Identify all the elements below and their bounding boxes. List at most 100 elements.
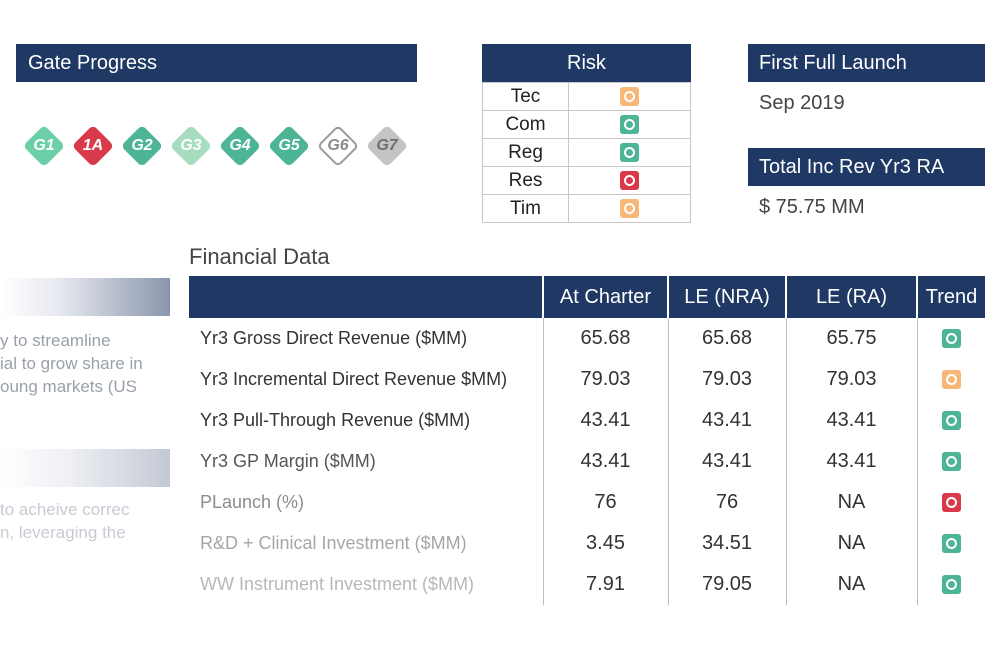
at-charter-value: 43.41 <box>542 441 668 482</box>
risk-name: Tec <box>482 82 569 111</box>
at-charter-value: 65.68 <box>542 318 668 359</box>
le-nra-value: 43.41 <box>667 400 786 441</box>
financial-title: Financial Data <box>189 244 330 269</box>
table-row: PLaunch (%) 76 76 NA <box>189 482 985 523</box>
le-ra-value: NA <box>785 523 917 564</box>
left-panel-line: ial to grow share in <box>0 354 143 373</box>
le-nra-value: 43.41 <box>667 441 786 482</box>
trend-indicator-icon <box>941 411 961 431</box>
trend-indicator-icon <box>941 329 961 349</box>
le-ra-value: 65.75 <box>785 318 917 359</box>
left-panel-text: y to streamline ial to grow share in oun… <box>0 329 175 398</box>
risk-row: Res <box>482 166 691 195</box>
risk-name: Tim <box>482 194 569 223</box>
left-panel-text: to acheive correc n, leveraging the <box>0 498 175 544</box>
trend-indicator-icon <box>941 575 961 595</box>
column-header: LE (RA) <box>785 276 917 318</box>
gate-label: G6 <box>327 137 349 154</box>
revenue-header: Total Inc Rev Yr3 RA <box>748 148 985 186</box>
status-indicator-icon <box>620 170 639 190</box>
financial-table: At Charter LE (NRA) LE (RA) Trend Yr3 Gr… <box>189 276 985 605</box>
status-indicator-icon <box>620 86 639 106</box>
table-row: R&D + Clinical Investment ($MM) 3.45 34.… <box>189 523 985 564</box>
launch-header: First Full Launch <box>748 44 985 82</box>
gate-g1[interactable]: G1 <box>22 124 66 168</box>
gate-label: 1A <box>82 137 104 154</box>
at-charter-value: 7.91 <box>542 564 668 605</box>
gate-progress-title: Gate Progress <box>28 51 157 74</box>
gate-g5[interactable]: G5 <box>267 124 311 168</box>
le-ra-value: 79.03 <box>785 359 917 400</box>
launch-title: First Full Launch <box>759 51 907 74</box>
risk-name: Com <box>482 110 569 139</box>
at-charter-value: 79.03 <box>542 359 668 400</box>
gate-label: G5 <box>278 137 300 154</box>
trend-indicator-icon <box>941 534 961 554</box>
risk-name: Res <box>482 166 569 195</box>
column-header: LE (NRA) <box>667 276 786 318</box>
gate-g7[interactable]: G7 <box>365 124 409 168</box>
metric-name: WW Instrument Investment ($MM) <box>200 574 475 594</box>
metric-name: Yr3 Gross Direct Revenue ($MM) <box>200 328 468 348</box>
table-row: Yr3 Pull-Through Revenue ($MM) 43.41 43.… <box>189 400 985 441</box>
column-header: At Charter <box>542 276 668 318</box>
gate-label: G4 <box>229 137 251 154</box>
status-indicator-icon <box>620 114 639 134</box>
risk-row: Reg <box>482 138 691 167</box>
le-ra-value: 43.41 <box>785 441 917 482</box>
status-indicator-icon <box>620 198 639 218</box>
risk-title: Risk <box>567 51 606 74</box>
gate-1a[interactable]: 1A <box>71 124 115 168</box>
gate-label: G2 <box>131 137 153 154</box>
risk-row: Tec <box>482 82 691 111</box>
risk-header: Risk <box>482 44 691 82</box>
left-panel-line: y to streamline <box>0 331 111 350</box>
launch-value: Sep 2019 <box>759 92 845 114</box>
trend-indicator-icon <box>941 370 961 390</box>
metric-name: R&D + Clinical Investment ($MM) <box>200 533 467 553</box>
metric-name: PLaunch (%) <box>200 492 305 512</box>
gate-label: G7 <box>376 137 398 154</box>
trend-indicator-icon <box>941 493 961 513</box>
at-charter-value: 3.45 <box>542 523 668 564</box>
risk-row: Com <box>482 110 691 139</box>
left-panel-line: n, leveraging the <box>0 523 126 542</box>
le-nra-value: 65.68 <box>667 318 786 359</box>
gate-label: G1 <box>33 137 55 154</box>
table-row: Yr3 GP Margin ($MM) 43.41 43.41 43.41 <box>189 441 985 482</box>
risk-table: Tec Com Reg Res Tim <box>482 82 691 223</box>
le-nra-value: 76 <box>667 482 786 523</box>
le-nra-value: 79.03 <box>667 359 786 400</box>
left-panel-line: to acheive correc <box>0 500 130 519</box>
gate-progress-track: G1 1A G2 G3 G4 G5 G6 G7 <box>22 124 422 172</box>
column-header <box>189 276 543 318</box>
le-ra-value: NA <box>785 564 917 605</box>
gate-g2[interactable]: G2 <box>120 124 164 168</box>
risk-row: Tim <box>482 194 691 223</box>
gate-progress-header: Gate Progress <box>16 44 417 82</box>
table-row: Yr3 Incremental Direct Revenue $MM) 79.0… <box>189 359 985 400</box>
at-charter-value: 76 <box>542 482 668 523</box>
risk-name: Reg <box>482 138 569 167</box>
left-panel-header <box>0 449 170 487</box>
status-indicator-icon <box>620 142 639 162</box>
gate-g3[interactable]: G3 <box>169 124 213 168</box>
revenue-title: Total Inc Rev Yr3 RA <box>759 155 945 178</box>
table-row: WW Instrument Investment ($MM) 7.91 79.0… <box>189 564 985 605</box>
at-charter-value: 43.41 <box>542 400 668 441</box>
column-header: Trend <box>916 276 985 318</box>
trend-indicator-icon <box>941 452 961 472</box>
gate-g6[interactable]: G6 <box>316 124 360 168</box>
metric-name: Yr3 Pull-Through Revenue ($MM) <box>200 410 471 430</box>
left-panel-line: oung markets (US <box>0 377 137 396</box>
metric-name: Yr3 GP Margin ($MM) <box>200 451 376 471</box>
le-nra-value: 34.51 <box>667 523 786 564</box>
financial-header-row: At Charter LE (NRA) LE (RA) Trend <box>189 276 985 318</box>
left-panel-header <box>0 278 170 316</box>
le-ra-value: NA <box>785 482 917 523</box>
metric-name: Yr3 Incremental Direct Revenue $MM) <box>200 369 508 389</box>
table-row: Yr3 Gross Direct Revenue ($MM) 65.68 65.… <box>189 318 985 359</box>
gate-g4[interactable]: G4 <box>218 124 262 168</box>
revenue-value: $ 75.75 MM <box>759 196 865 218</box>
le-nra-value: 79.05 <box>667 564 786 605</box>
